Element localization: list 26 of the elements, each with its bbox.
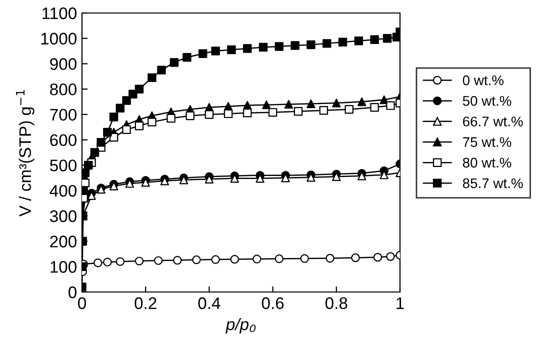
legend-label: 85.7 wt.% bbox=[462, 178, 523, 188]
y-tick-label: 1000 bbox=[41, 32, 76, 45]
legend-label: 66.7 wt.% bbox=[463, 116, 523, 126]
y-tick-label: 100 bbox=[50, 261, 76, 273]
y-tick-label: 700 bbox=[50, 108, 76, 121]
legend-label: 75 wt.% bbox=[463, 137, 512, 147]
y-tick-label: 0 bbox=[68, 286, 76, 298]
legend-label: 80 wt.% bbox=[462, 158, 512, 168]
x-tick-label: 0.2 bbox=[134, 297, 156, 310]
legend-label: 50 wt.% bbox=[462, 96, 512, 106]
x-tick-label: 0.6 bbox=[262, 297, 284, 310]
x-tick-label: 0 bbox=[78, 297, 86, 310]
x-tick-label: 1 bbox=[396, 297, 404, 309]
y-tick-label: 400 bbox=[50, 184, 76, 197]
y-tick-label: 500 bbox=[50, 160, 76, 172]
x-axis-title: p/p₀ bbox=[225, 318, 256, 334]
y-tick-label: 300 bbox=[50, 210, 76, 222]
x-tick-label: 0.4 bbox=[198, 297, 220, 310]
y-tick-label: 200 bbox=[50, 236, 76, 248]
y-axis-title: V / cm³(STP) g$^{−1}$ bbox=[16, 90, 34, 217]
legend-label: 0 wt.% bbox=[462, 75, 504, 86]
y-tick-label: 600 bbox=[50, 134, 76, 146]
y-tick-label: 900 bbox=[50, 58, 76, 70]
y-tick-label: 1100 bbox=[42, 7, 76, 20]
y-tick-label: 800 bbox=[50, 83, 76, 96]
x-tick-label: 0.8 bbox=[325, 297, 348, 310]
